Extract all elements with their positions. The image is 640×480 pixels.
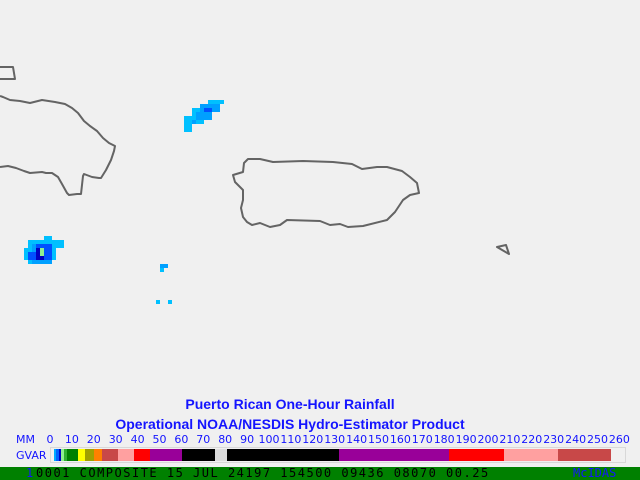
color-scale-segment (64, 449, 67, 461)
scale-tick-label: 220 (521, 433, 543, 446)
color-scale-segment (227, 449, 339, 461)
rain-pixel-light (44, 236, 52, 240)
rain-pixel-heavy (28, 252, 36, 260)
rain-pixel-extreme (40, 248, 44, 256)
scale-tick-label: 260 (608, 433, 630, 446)
scale-tick-label: 240 (565, 433, 587, 446)
color-scale-segment (56, 449, 59, 461)
color-scale-segment (504, 449, 558, 461)
scale-tick-label: 20 (86, 433, 101, 446)
rain-pixel-medium (196, 112, 212, 120)
scale-unit-label: MM (16, 433, 35, 446)
mcidas-brand: McIDAS (573, 466, 617, 480)
scale-tick-label: 80 (218, 433, 233, 446)
color-scale-segment (134, 449, 150, 461)
scale-tick-label: 130 (324, 433, 346, 446)
scale-tick-label: 50 (152, 433, 167, 446)
color-scale-segment (118, 449, 134, 461)
scale-tick-label: 140 (346, 433, 368, 446)
color-scale-segment (150, 449, 182, 461)
color-scale-segment (449, 449, 504, 461)
rain-pixel-light (184, 116, 196, 124)
scale-tick-label: 200 (477, 433, 499, 446)
scale-tick-label: 110 (280, 433, 302, 446)
color-scale-segment (94, 449, 102, 461)
rain-pixel-light (56, 240, 64, 248)
scale-tick-label: 30 (108, 433, 123, 446)
scale-tick-label: 90 (240, 433, 255, 446)
color-scale-segment (78, 449, 85, 461)
scale-tick-label: 120 (302, 433, 324, 446)
coastline-small-island-nw (0, 66, 16, 80)
color-scale-segment (215, 449, 227, 461)
color-scale-segment (558, 449, 611, 461)
rain-pixel-heavy (204, 108, 212, 112)
frame-number: 1 (26, 466, 35, 480)
color-scale-segment (59, 449, 61, 461)
color-scale-segment (61, 449, 64, 461)
scale-tick-label: 150 (368, 433, 389, 446)
rain-pixel-light (156, 300, 160, 304)
coastline-small-island-east (496, 244, 510, 255)
scale-tick-label: 0 (46, 433, 54, 446)
rain-pixel-light (168, 300, 172, 304)
rain-pixel-light (184, 124, 192, 132)
coastline-hispaniola (0, 95, 116, 196)
title-line-2: Operational NOAA/NESDIS Hydro-Estimator … (115, 416, 465, 432)
scale-tick-label: 10 (64, 433, 79, 446)
color-scale-segment (339, 449, 449, 461)
scale-tick-label: 210 (499, 433, 521, 446)
scale-tick-label: 100 (258, 433, 280, 446)
rainfall-pixels (24, 100, 224, 304)
rain-pixel-medium (192, 120, 196, 124)
scale-tick-label: 70 (196, 433, 211, 446)
coastline-puerto-rico (232, 158, 420, 228)
scale-tick-label: 190 (455, 433, 477, 446)
color-scale-segment (102, 449, 118, 461)
color-scale-segment (54, 449, 56, 461)
rain-pixel-light (160, 268, 164, 272)
scale-source-label: GVAR (16, 449, 47, 462)
title-line-1: Puerto Rican One-Hour Rainfall (185, 396, 395, 412)
rainfall-map (0, 66, 510, 304)
rain-pixel-light (208, 100, 224, 104)
scale-tick-label: 40 (130, 433, 145, 446)
scale-tick-label: 230 (543, 433, 565, 446)
scale-tick-label: 250 (587, 433, 608, 446)
scale-tick-label: 180 (433, 433, 455, 446)
scale-tick-label: 60 (174, 433, 189, 446)
color-scale-bar (50, 447, 626, 463)
status-text: 0001 COMPOSITE 15 JUL 24197 154500 09436… (36, 466, 490, 480)
color-scale-segment (182, 449, 215, 461)
scale-tick-label: 160 (389, 433, 411, 446)
status-bar (0, 467, 640, 480)
color-scale-segment (85, 449, 94, 461)
rain-pixel-medium (160, 264, 168, 268)
scale-tick-label: 170 (411, 433, 433, 446)
color-scale-segment (67, 449, 78, 461)
